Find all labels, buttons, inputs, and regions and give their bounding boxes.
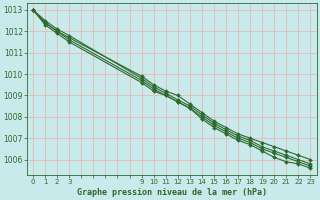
- X-axis label: Graphe pression niveau de la mer (hPa): Graphe pression niveau de la mer (hPa): [77, 188, 267, 197]
